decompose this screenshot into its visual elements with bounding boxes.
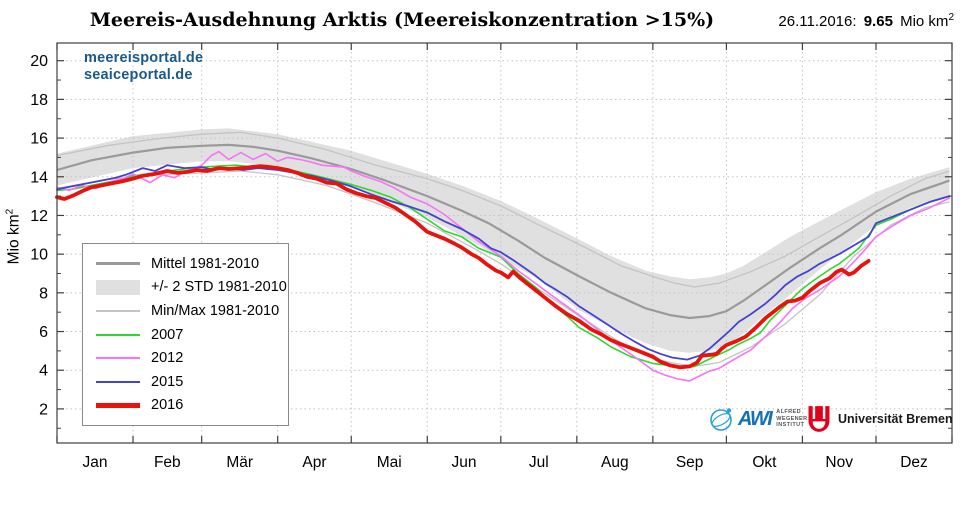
guide-max-1981-2010-line xyxy=(56,131,950,288)
y-tick-label: 4 xyxy=(39,363,48,380)
y-tick-label: 16 xyxy=(30,131,48,148)
current-unit: Mio km xyxy=(900,13,949,30)
month-label: Dez xyxy=(900,454,928,471)
plot-frame xyxy=(56,42,953,444)
month-label: Jul xyxy=(529,454,549,471)
month-label: Nov xyxy=(825,454,853,471)
y-axis-label: Mio km2 xyxy=(4,208,23,265)
bremen-name: Universität Bremen xyxy=(838,412,953,426)
chart-title: Meereis-Ausdehnung Arktis (Meereiskonzen… xyxy=(57,9,747,31)
month-label: Jun xyxy=(452,454,477,471)
watermark: meereisportal.de seaiceportal.de xyxy=(84,50,203,84)
y-tick-label: 12 xyxy=(30,208,48,225)
legend-item-min-max-1981-2010: Min/Max 1981-2010 xyxy=(83,303,288,319)
month-label: Mär xyxy=(226,454,253,471)
bremen-u-icon xyxy=(808,406,830,432)
current-value: 9.65 xyxy=(863,13,893,30)
legend-label: 2007 xyxy=(151,326,184,343)
month-label: Okt xyxy=(752,454,777,471)
uni-bremen-logo: Universität Bremen xyxy=(806,404,953,434)
legend-label: Mittel 1981-2010 xyxy=(151,255,260,272)
legend-label: 2015 xyxy=(151,373,184,390)
month-label: Sep xyxy=(676,454,704,471)
awi-logo: AWI ALFRED WEGENER INSTITUT xyxy=(708,404,808,434)
legend-line-swatch xyxy=(96,262,140,265)
awi-globe-icon xyxy=(710,407,732,431)
y-tick-label: 14 xyxy=(30,169,48,186)
legend-item-mittel-1981-2010: Mittel 1981-2010 xyxy=(83,256,288,272)
title-row: Meereis-Ausdehnung Arktis (Meereiskonzen… xyxy=(0,0,960,40)
std-band-area xyxy=(57,128,950,353)
month-label: Apr xyxy=(302,454,326,471)
y-tick-label: 18 xyxy=(30,92,48,109)
legend-item-2015: 2015 xyxy=(83,374,288,390)
month-label: Jan xyxy=(83,454,108,471)
y-tick-label: 6 xyxy=(39,324,48,341)
current-value-label: 26.11.2016: 9.65 Mio km2 xyxy=(778,12,954,30)
guide-mittel-1981-2010-line xyxy=(56,143,950,320)
y-tick-label: 2 xyxy=(39,401,48,418)
legend-label: +/- 2 STD 1981-2010 xyxy=(151,279,287,296)
legend-line-swatch xyxy=(96,333,140,336)
watermark-line-1: meereisportal.de xyxy=(84,50,204,66)
legend-label: Min/Max 1981-2010 xyxy=(151,302,280,319)
chart-title-text: Meereis-Ausdehnung Arktis (Meereiskonzen… xyxy=(89,9,715,31)
month-label: Aug xyxy=(601,454,629,471)
legend-box-swatch xyxy=(96,279,140,295)
awi-institute-text: ALFRED WEGENER INSTITUT xyxy=(776,408,808,429)
month-label: Mai xyxy=(377,454,402,471)
legend-label: 2016 xyxy=(151,397,184,414)
legend-label: 2012 xyxy=(151,350,184,367)
legend-line-swatch xyxy=(96,357,140,360)
legend-line-swatch xyxy=(96,380,140,383)
current-date: 26.11.2016: xyxy=(778,13,857,30)
legend-item-2007: 2007 xyxy=(83,327,288,343)
legend-item-2016: 2016 xyxy=(83,397,288,413)
y-tick-label: 8 xyxy=(39,285,48,302)
watermark-line-2: seaiceportal.de xyxy=(84,67,193,84)
month-label: Feb xyxy=(154,454,181,471)
current-unit-sup: 2 xyxy=(948,12,954,23)
legend-line-swatch xyxy=(96,403,140,408)
legend: Mittel 1981-2010 +/- 2 STD 1981-2010 Min/M… xyxy=(82,243,289,426)
legend-item-2012: 2012 xyxy=(83,350,288,366)
y-tick-label: 20 xyxy=(30,53,48,70)
legend-item--2-std-1981-2010: +/- 2 STD 1981-2010 xyxy=(83,279,288,295)
legend-line-swatch xyxy=(96,310,140,312)
awi-acronym: AWI xyxy=(738,407,773,430)
y-tick-label: 10 xyxy=(30,247,48,264)
series-2016-line xyxy=(55,164,871,370)
